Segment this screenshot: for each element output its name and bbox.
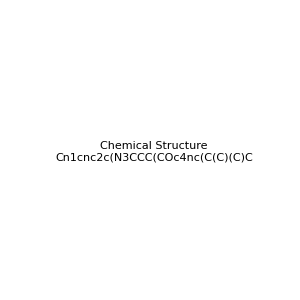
- Text: Chemical Structure
Cn1cnc2c(N3CCC(COc4nc(C(C)(C)C: Chemical Structure Cn1cnc2c(N3CCC(COc4nc…: [55, 141, 253, 162]
